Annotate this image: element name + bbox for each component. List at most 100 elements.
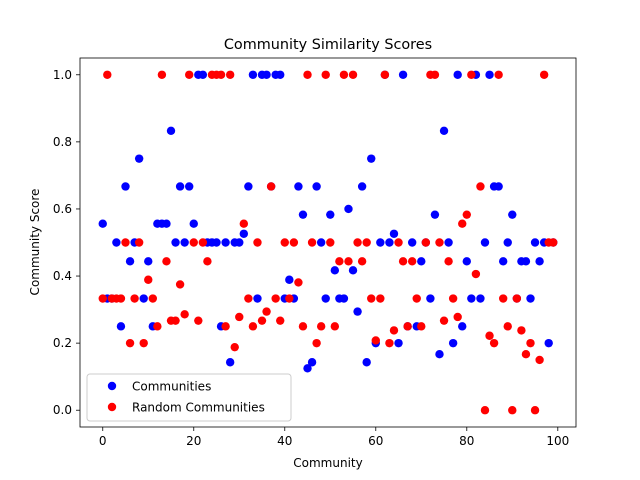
series-0-point-17 [175, 182, 185, 191]
series-0-point-9 [139, 294, 148, 303]
series-0-point-32 [244, 182, 253, 191]
series-1-point-95 [530, 406, 540, 415]
series-1-point-78 [453, 312, 462, 322]
series-0-point-25 [212, 238, 221, 247]
series-1-point-33 [248, 322, 258, 331]
series-0-point-5 [121, 182, 130, 191]
series-1-point-62 [380, 70, 390, 79]
series-1-point-97 [539, 70, 549, 79]
series-0-point-55 [348, 266, 358, 275]
series-0-point-93 [521, 257, 531, 266]
series-0-point-47 [312, 182, 321, 191]
series-1-point-42 [289, 238, 299, 247]
series-1-point-22 [198, 238, 208, 247]
series-0-point-0 [98, 219, 107, 228]
series-0-point-65 [394, 338, 403, 348]
series-1-point-10 [144, 275, 153, 284]
series-0-point-54 [344, 204, 353, 214]
series-0-point-76 [444, 238, 453, 247]
series-1-point-81 [467, 70, 476, 79]
series-1-point-4 [116, 294, 126, 303]
x-axis: 0 20 40 60 80 100 [99, 427, 569, 448]
series-0-point-36 [262, 70, 271, 79]
y-axis: 0.0 0.2 0.4 0.6 0.8 1.0 [53, 68, 80, 417]
series-1-point-80 [462, 210, 471, 219]
series-0-point-49 [321, 294, 330, 303]
series-1-point-19 [185, 70, 194, 79]
series-1-point-14 [162, 257, 171, 266]
series-0-point-18 [180, 238, 189, 247]
series-0-point-53 [339, 294, 349, 303]
series-1-point-54 [344, 257, 353, 266]
series-0-point-83 [476, 294, 485, 303]
series-1-point-67 [403, 322, 412, 331]
legend-marker-1 [107, 402, 117, 412]
series-0-point-10 [144, 257, 153, 266]
series-1-point-89 [503, 322, 512, 331]
series-0-point-57 [357, 182, 367, 191]
series-0-point-85 [485, 70, 494, 79]
series-0-point-90 [508, 210, 517, 219]
series-0-point-14 [162, 219, 171, 228]
series-0-point-15 [166, 126, 176, 135]
series-1-point-11 [148, 294, 158, 303]
series-1-point-87 [494, 70, 503, 79]
series-1-point-13 [157, 70, 167, 79]
x-tick-label-2: 40 [277, 434, 292, 448]
series-0-point-79 [458, 322, 467, 331]
series-0-point-4 [116, 322, 126, 331]
series-1-point-94 [526, 338, 535, 348]
series-1-point-99 [549, 238, 558, 247]
series-1-point-35 [257, 316, 267, 325]
series-0-point-64 [389, 229, 399, 238]
y-tick-label-0: 0.0 [53, 403, 72, 417]
series-1-point-79 [458, 219, 467, 228]
series-1-point-18 [180, 310, 189, 319]
series-0-point-44 [298, 210, 308, 219]
series-0-point-51 [330, 266, 340, 275]
series-1-point-59 [367, 294, 376, 303]
legend-label-1: Random Communities [132, 401, 265, 415]
series-1-point-27 [221, 322, 230, 331]
series-1-point-76 [444, 257, 453, 266]
series-1-point-45 [303, 70, 312, 79]
series-1-point-53 [339, 70, 349, 79]
series-1-point-1 [103, 70, 112, 79]
series-1-point-83 [476, 182, 485, 191]
series-1-point-92 [517, 326, 526, 335]
series-0-point-89 [503, 238, 512, 247]
x-axis-label: Community [293, 456, 362, 470]
y-tick-label-3: 0.6 [53, 202, 72, 216]
series-1-point-39 [276, 316, 285, 325]
series-0-point-63 [385, 238, 394, 247]
series-0-point-30 [235, 238, 244, 247]
series-0-point-70 [417, 257, 426, 266]
series-0-point-41 [285, 275, 294, 284]
series-1-point-34 [253, 238, 262, 247]
series-1-point-73 [430, 70, 440, 79]
x-tick-label-5: 100 [546, 434, 569, 448]
series-1-point-28 [225, 70, 235, 79]
series-1-point-16 [171, 316, 180, 325]
series-0-point-46 [307, 358, 317, 367]
series-0-point-50 [326, 210, 335, 219]
series-1-point-21 [194, 316, 203, 325]
series-1-point-64 [389, 326, 399, 335]
x-tick-label-3: 60 [368, 434, 383, 448]
series-1-point-57 [357, 257, 367, 266]
series-1-point-31 [239, 219, 249, 228]
series-1-point-84 [480, 406, 490, 415]
series-1-point-75 [439, 316, 449, 325]
series-0-point-88 [498, 257, 508, 266]
series-0-point-48 [316, 238, 326, 247]
series-0-point-75 [439, 126, 449, 135]
series-1-point-36 [262, 307, 271, 316]
series-1-point-30 [235, 312, 244, 322]
series-1-point-20 [189, 238, 198, 247]
series-0-point-87 [494, 182, 503, 191]
series-0-point-68 [407, 238, 417, 247]
series-0-point-74 [435, 350, 444, 359]
series-0-point-56 [353, 307, 362, 316]
series-0-point-28 [225, 358, 235, 367]
